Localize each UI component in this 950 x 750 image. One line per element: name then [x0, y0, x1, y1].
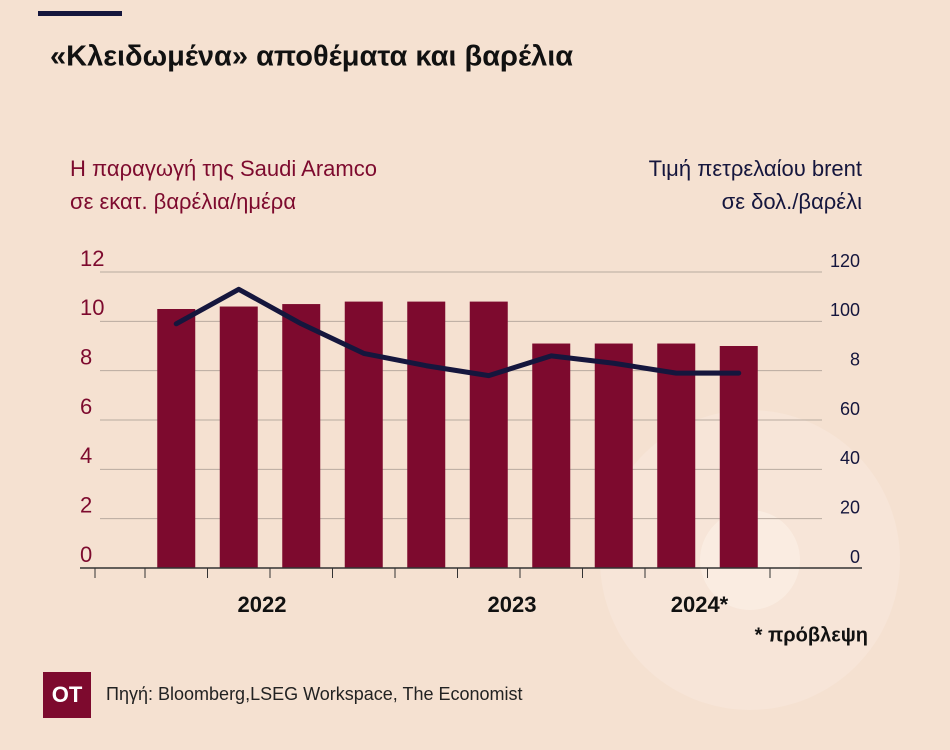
top-bar	[38, 11, 122, 16]
y-axis-label: Η παραγωγή της Saudi Aramco	[70, 156, 377, 181]
y2-tick-label: 0	[850, 547, 860, 567]
annotation: * πρόβλεψη	[755, 624, 868, 646]
chart-title: «Κλειδωμένα» αποθέματα και βαρέλια	[50, 41, 573, 73]
bar	[344, 301, 383, 568]
x-tick-label: 2024*	[671, 592, 729, 617]
y2-tick-label: 20	[840, 497, 860, 517]
bar	[219, 306, 258, 568]
y2-tick-label: 40	[840, 448, 860, 468]
y2-tick-label: 100	[830, 300, 860, 320]
bar	[469, 301, 508, 568]
bar	[532, 343, 571, 568]
x-tick-label: 2023	[488, 592, 537, 617]
y-tick-label: 8	[80, 344, 92, 369]
y-tick-label: 12	[80, 246, 104, 271]
y-tick-label: 4	[80, 443, 92, 468]
y-tick-label: 6	[80, 394, 92, 419]
y-axis-label: σε εκατ. βαρέλια/ημέρα	[70, 189, 296, 214]
y-tick-label: 0	[80, 542, 92, 567]
y-tick-label: 2	[80, 492, 92, 517]
y2-axis-label: σε δολ./βαρέλι	[722, 189, 862, 214]
logo-box	[43, 672, 91, 718]
x-tick-label: 2022	[238, 592, 287, 617]
bar	[657, 343, 696, 568]
y2-axis-label: Τιμή πετρελαίου brent	[649, 156, 862, 181]
bar	[407, 301, 446, 568]
y2-tick-label: 120	[830, 251, 860, 271]
bar	[594, 343, 633, 568]
y2-tick-label: 8	[850, 349, 860, 369]
bar	[157, 309, 196, 568]
source: Πηγή: Bloomberg,LSEG Workspace, The Econ…	[106, 684, 523, 704]
logo: OT	[52, 682, 83, 707]
y2-tick-label: 60	[840, 399, 860, 419]
line	[173, 286, 742, 379]
bar	[719, 346, 758, 568]
y-tick-label: 10	[80, 295, 104, 320]
bar	[282, 304, 321, 568]
